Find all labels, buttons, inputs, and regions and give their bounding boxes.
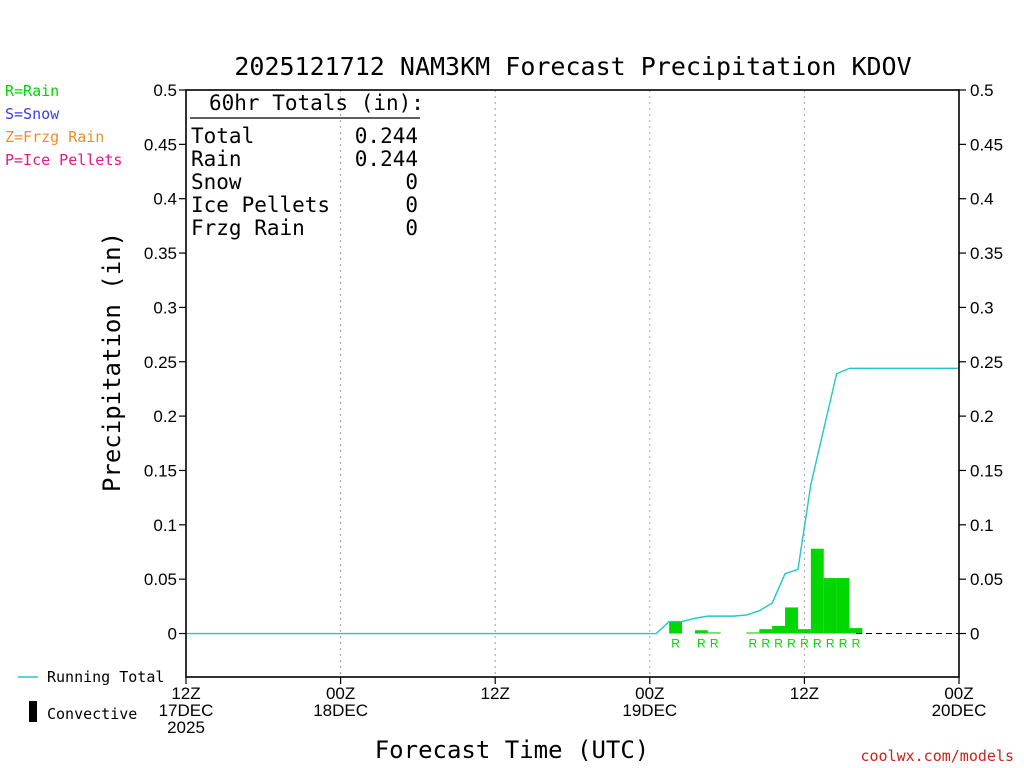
precip-type-label: R [787, 637, 796, 651]
precip-bar [797, 629, 811, 634]
precip-type-label: R [839, 637, 848, 651]
y-tick-label-left: 0.3 [153, 298, 177, 317]
y-tick-label-left: 0.45 [144, 135, 177, 154]
y-tick-label-right: 0.1 [970, 516, 994, 535]
x-tick-label: 17DEC [159, 701, 214, 720]
precip-bar [669, 621, 683, 634]
y-tick-label-left: 0.4 [153, 190, 177, 209]
totals-row-label: Snow [191, 170, 242, 194]
totals-box: 60hr Totals (in): Total 0.244 Rain 0.244 Sno… [190, 91, 424, 240]
plot-frame [185, 89, 960, 678]
precip-type-label: R [826, 637, 835, 651]
x-tick-label: 12Z [790, 684, 819, 703]
y-tick-label-left: 0.15 [144, 461, 177, 480]
totals-row-label: Total [191, 124, 254, 148]
y-tick-label-right: 0.5 [970, 81, 994, 100]
precip-type-label: R [800, 637, 809, 651]
y-tick-label-right: 0.4 [970, 190, 994, 209]
precip-bar [810, 548, 824, 634]
vertical-gridlines [340, 90, 805, 677]
convective-legend-label: Convective [47, 705, 137, 723]
x-tick-label: 00Z [944, 684, 973, 703]
y-tick-label-left: 0.1 [153, 516, 177, 535]
y-tick-label-right: 0.2 [970, 407, 994, 426]
precip-bar [836, 578, 850, 634]
bottom-legend: Running Total Convective [18, 668, 164, 723]
y-tick-label-left: 0.05 [144, 570, 177, 589]
y-tick-label-left: 0.35 [144, 244, 177, 263]
precip-type-label: R [671, 637, 680, 651]
running-total-line [186, 367, 959, 635]
precip-type-label: R [749, 637, 758, 651]
precip-type-label: R [774, 637, 783, 651]
y-tick-label-right: 0.05 [970, 570, 1003, 589]
totals-row-label: Frzg Rain [191, 216, 305, 240]
precip-type-label: R [710, 637, 719, 651]
precip-bar [694, 630, 708, 634]
convective-legend-swatch [29, 701, 37, 722]
y-tick-label-right: 0.35 [970, 244, 1003, 263]
y-axis-ticks: 0 00.05 0.050.1 0.10.15 0.150.2 0.20.25 0.250.… [144, 81, 1003, 644]
precip-type-legend: R=Rain S=Snow Z=Frzg Rain P=Ice Pellets [5, 82, 122, 169]
totals-row-value: 0.244 [355, 147, 418, 171]
precip-type-label: R [761, 637, 770, 651]
totals-header: 60hr Totals (in): [209, 91, 424, 115]
precip-bar [759, 629, 773, 634]
y-tick-label-right: 0.45 [970, 135, 1003, 154]
y-axis-label: Precipitation (in) [98, 232, 126, 492]
totals-row-value: 0 [405, 216, 418, 240]
totals-row-label: Ice Pellets [191, 193, 330, 217]
x-tick-label: 00Z [635, 684, 664, 703]
running-total-legend-label: Running Total [47, 668, 164, 686]
x-axis-label: Forecast Time (UTC) [375, 736, 650, 764]
precip-bar [772, 625, 786, 634]
x-tick-label: 12Z [171, 684, 200, 703]
type-legend-item: P=Ice Pellets [5, 151, 122, 169]
x-tick-label: 19DEC [622, 701, 677, 720]
totals-row-label: Rain [191, 147, 242, 171]
x-tick-label: 2025 [167, 718, 205, 737]
precip-type-label: R [852, 637, 861, 651]
type-legend-item: S=Snow [5, 105, 60, 123]
x-tick-label: 20DEC [932, 701, 987, 720]
y-tick-label-right: 0.3 [970, 298, 994, 317]
y-tick-label-left: 0.25 [144, 353, 177, 372]
x-tick-label: 00Z [326, 684, 355, 703]
x-tick-label: 12Z [481, 684, 510, 703]
precip-bar [823, 578, 837, 634]
x-tick-label: 18DEC [313, 701, 368, 720]
precip-type-label: R [813, 637, 822, 651]
precip-bars [669, 548, 863, 634]
y-tick-label-right: 0.25 [970, 353, 1003, 372]
totals-row-value: 0 [405, 170, 418, 194]
y-tick-label-left: 0 [168, 625, 177, 644]
precip-type-label: R [697, 637, 706, 651]
type-legend-item: Z=Frzg Rain [5, 128, 104, 146]
y-tick-label-right: 0.15 [970, 461, 1003, 480]
totals-row-value: 0.244 [355, 124, 418, 148]
type-legend-item: R=Rain [5, 82, 59, 100]
precip-bar [707, 632, 721, 634]
y-tick-label-left: 0.2 [153, 407, 177, 426]
precip-bar [746, 632, 760, 634]
totals-row-value: 0 [405, 193, 418, 217]
chart-title: 2025121712 NAM3KM Forecast Precipitation… [234, 52, 911, 81]
y-tick-label-left: 0.5 [153, 81, 177, 100]
precip-bar [785, 607, 798, 634]
y-tick-label-right: 0 [970, 625, 979, 644]
precip-bar [849, 628, 863, 634]
credit-text: coolwx.com/models [860, 747, 1014, 765]
